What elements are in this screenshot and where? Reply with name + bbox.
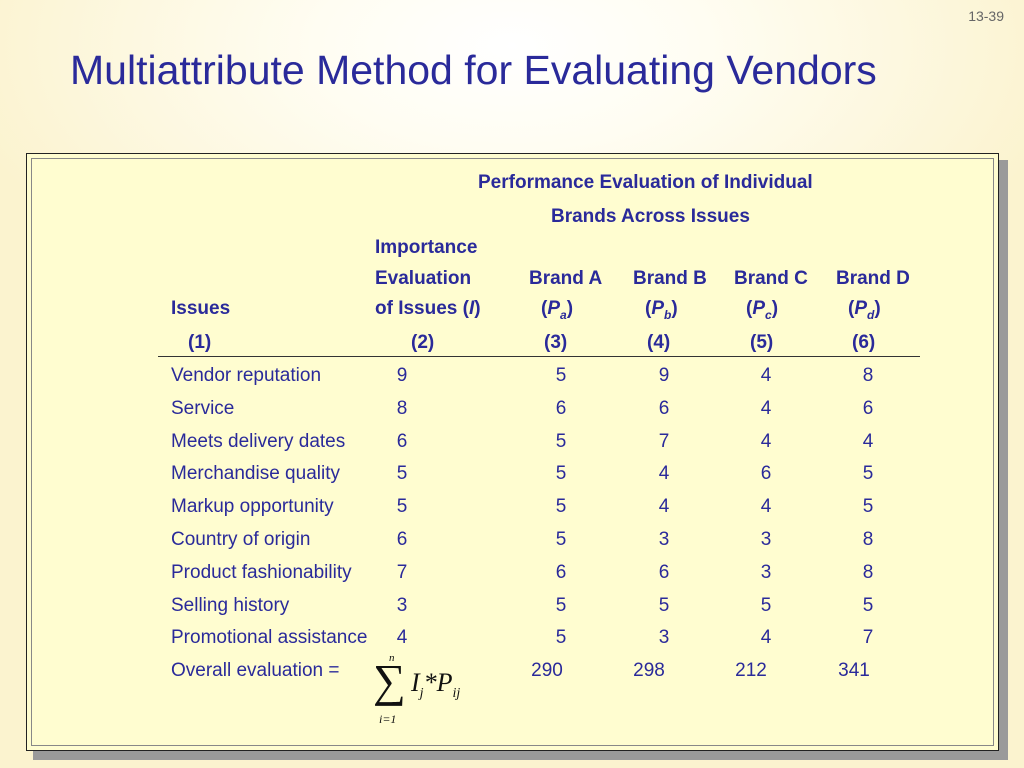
brand-a-score: 5 bbox=[555, 627, 567, 649]
brand-d-score: 7 bbox=[862, 627, 874, 649]
brand-d-score: 5 bbox=[862, 463, 874, 485]
importance-value: 6 bbox=[396, 529, 408, 550]
brand-b-score: 7 bbox=[658, 430, 670, 452]
brand-c-score: 4 bbox=[760, 365, 772, 386]
issue-name: Markup opportunity bbox=[171, 496, 334, 518]
brand-b-score: 3 bbox=[658, 529, 670, 550]
brand-d-score: 4 bbox=[862, 430, 874, 452]
brand-d-score: 8 bbox=[862, 365, 874, 386]
brand-symbol-b: (Pb) bbox=[645, 298, 678, 322]
column-number: (3) bbox=[544, 332, 568, 353]
importance-value: 7 bbox=[396, 561, 408, 583]
brand-c-score: 6 bbox=[760, 463, 772, 485]
brand-a-score: 5 bbox=[555, 430, 567, 452]
table-row: Promotional assistance 4 5 3 4 7 bbox=[0, 627, 1024, 649]
table-row: Product fashionability 7 6 6 3 8 bbox=[0, 562, 1024, 584]
brand-header-a: Brand A bbox=[529, 268, 603, 289]
issue-name: Merchandise quality bbox=[171, 463, 340, 485]
performance-header-line2: Brands Across Issues bbox=[551, 206, 750, 227]
column-number: (1) bbox=[188, 332, 212, 353]
brand-c-score: 3 bbox=[760, 529, 772, 550]
overall-label: Overall evaluation = bbox=[171, 660, 340, 681]
column-number: (2) bbox=[411, 332, 435, 353]
brand-d-score: 5 bbox=[862, 496, 874, 518]
table-row: Country of origin 6 5 3 3 8 bbox=[0, 529, 1024, 551]
importance-value: 5 bbox=[396, 463, 408, 485]
brand-d-score: 6 bbox=[862, 397, 874, 419]
brand-b-score: 3 bbox=[658, 627, 670, 649]
brand-a-score: 6 bbox=[555, 397, 567, 419]
table-row: Service 8 6 6 4 6 bbox=[0, 398, 1024, 420]
brand-a-score: 5 bbox=[555, 496, 567, 518]
importance-value: 9 bbox=[396, 365, 408, 386]
brand-symbol-d: (Pd) bbox=[848, 298, 881, 322]
column-number: (6) bbox=[852, 332, 876, 353]
brand-c-score: 3 bbox=[760, 561, 772, 583]
table-row: Meets delivery dates 6 5 7 4 4 bbox=[0, 431, 1024, 453]
brand-d-score: 8 bbox=[862, 529, 874, 550]
table-row: Selling history 3 5 5 5 5 bbox=[0, 595, 1024, 617]
table-row: Vendor reputation 9 5 9 4 8 bbox=[0, 365, 1024, 387]
brand-header-d: Brand D bbox=[836, 268, 910, 289]
issue-name: Meets delivery dates bbox=[171, 430, 346, 452]
overall-brand-b: 298 bbox=[633, 660, 665, 681]
importance-header-line3: of Issues (I) bbox=[375, 298, 481, 319]
issues-header: Issues bbox=[171, 298, 231, 319]
column-number: (4) bbox=[647, 332, 671, 353]
brand-d-score: 5 bbox=[862, 594, 874, 616]
brand-d-score: 8 bbox=[862, 561, 874, 583]
importance-header-line2: Evaluation bbox=[375, 268, 472, 289]
brand-b-score: 6 bbox=[658, 397, 670, 419]
brand-b-score: 4 bbox=[658, 463, 670, 485]
slide-number: 13-39 bbox=[968, 8, 1004, 24]
brand-a-score: 5 bbox=[555, 529, 567, 550]
brand-c-score: 4 bbox=[760, 397, 772, 419]
column-number: (5) bbox=[750, 332, 774, 353]
brand-header-b: Brand B bbox=[633, 268, 707, 289]
issue-name: Country of origin bbox=[171, 529, 311, 550]
formula-term: Ij*Pij bbox=[411, 668, 461, 702]
importance-value: 8 bbox=[396, 397, 408, 419]
overall-brand-a: 290 bbox=[531, 660, 563, 681]
importance-value: 3 bbox=[396, 594, 408, 616]
importance-value: 6 bbox=[396, 430, 408, 452]
brand-a-score: 5 bbox=[555, 365, 567, 386]
importance-value: 5 bbox=[396, 496, 408, 518]
sum-lower-limit: i=1 bbox=[379, 712, 397, 726]
table-row: Markup opportunity 5 5 4 4 5 bbox=[0, 496, 1024, 518]
brand-c-score: 4 bbox=[760, 496, 772, 518]
brand-symbol-c: (Pc) bbox=[746, 298, 779, 322]
table-box bbox=[26, 153, 999, 751]
importance-header-line1: Importance bbox=[375, 237, 478, 258]
brand-c-score: 5 bbox=[760, 594, 772, 616]
issue-name: Product fashionability bbox=[171, 561, 352, 583]
brand-header-c: Brand C bbox=[734, 268, 808, 289]
brand-symbol-a: (Pa) bbox=[541, 298, 574, 322]
issue-name: Service bbox=[171, 397, 235, 419]
brand-b-score: 5 bbox=[658, 594, 670, 616]
brand-c-score: 4 bbox=[760, 627, 772, 649]
sigma-icon: ∑ bbox=[373, 655, 406, 706]
brand-b-score: 9 bbox=[658, 365, 670, 386]
issue-name: Promotional assistance bbox=[171, 627, 368, 649]
brand-a-score: 5 bbox=[555, 463, 567, 485]
issue-name: Vendor reputation bbox=[171, 365, 322, 386]
overall-brand-d: 341 bbox=[838, 660, 870, 681]
brand-b-score: 6 bbox=[658, 561, 670, 583]
sum-upper-limit: n bbox=[389, 652, 395, 664]
importance-value: 4 bbox=[396, 627, 408, 649]
issue-name: Selling history bbox=[171, 594, 290, 616]
overall-brand-c: 212 bbox=[735, 660, 767, 681]
slide-title: Multiattribute Method for Evaluating Ven… bbox=[70, 47, 877, 93]
header-rule bbox=[158, 356, 920, 357]
brand-a-score: 5 bbox=[555, 594, 567, 616]
brand-b-score: 4 bbox=[658, 496, 670, 518]
table-row: Merchandise quality 5 5 4 6 5 bbox=[0, 463, 1024, 485]
performance-header-line1: Performance Evaluation of Individual bbox=[478, 172, 813, 193]
brand-c-score: 4 bbox=[760, 430, 772, 452]
brand-a-score: 6 bbox=[555, 561, 567, 583]
